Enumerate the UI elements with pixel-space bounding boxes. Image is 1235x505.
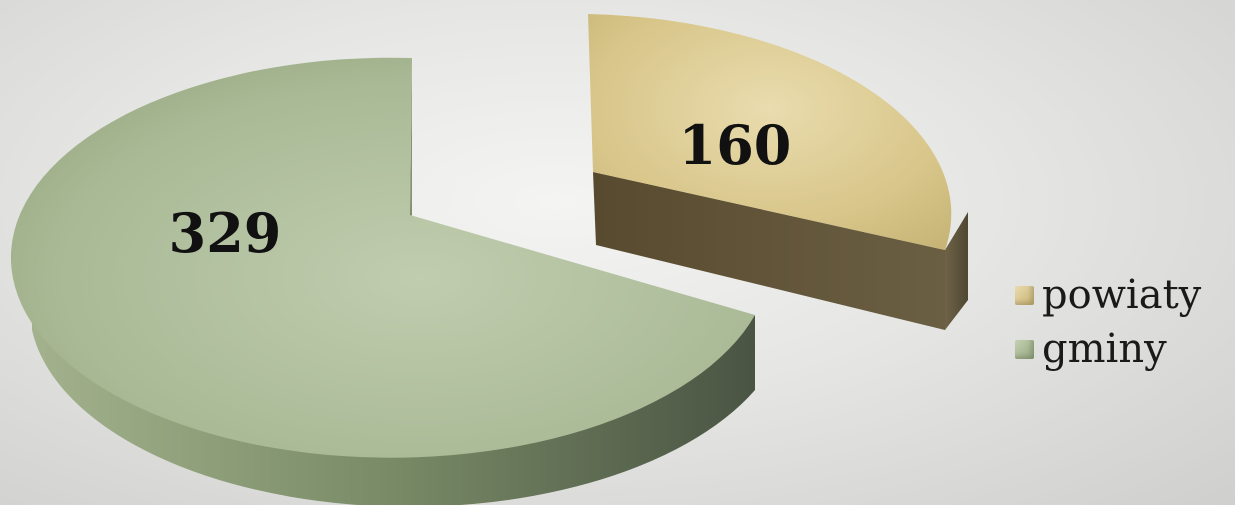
slice-gminy — [10, 57, 755, 505]
legend: powiaty gminy — [1015, 268, 1201, 376]
data-label-powiaty: 160 — [679, 113, 792, 177]
legend-swatch-powiaty — [1015, 285, 1034, 305]
legend-item-powiaty: powiaty — [1015, 268, 1201, 322]
slice-powiaty-edge — [945, 212, 968, 330]
slice-gminy-side — [32, 255, 755, 505]
legend-swatch-gminy — [1015, 339, 1034, 359]
legend-label-powiaty: powiaty — [1042, 272, 1202, 318]
legend-item-gminy: gminy — [1015, 322, 1201, 376]
legend-label-gminy: gminy — [1042, 326, 1167, 372]
slice-powiaty-top — [588, 14, 952, 250]
slice-gminy-top — [10, 57, 755, 458]
slice-powiaty — [588, 14, 968, 330]
data-label-gminy: 329 — [169, 201, 282, 265]
slice-powiaty-cut-face — [593, 172, 945, 330]
